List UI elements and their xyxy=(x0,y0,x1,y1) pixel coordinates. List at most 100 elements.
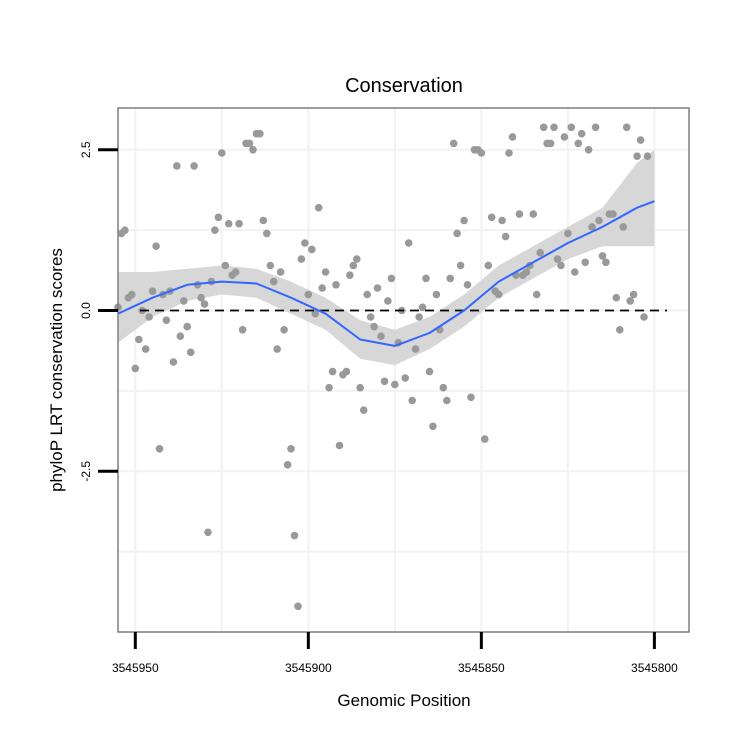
data-point xyxy=(304,290,313,299)
confidence-band xyxy=(118,149,655,366)
data-point xyxy=(626,297,634,305)
data-point xyxy=(550,123,558,132)
x-tick-label: 3545800 xyxy=(631,661,678,675)
data-point xyxy=(612,293,621,302)
data-point xyxy=(346,271,354,280)
data-point xyxy=(487,213,496,222)
data-point xyxy=(449,139,458,148)
data-point xyxy=(221,261,230,270)
data-point xyxy=(467,393,475,402)
data-point xyxy=(588,223,596,231)
data-point xyxy=(155,445,164,453)
data-point xyxy=(173,162,181,170)
data-point xyxy=(536,248,544,257)
data-point xyxy=(231,268,240,276)
data-point xyxy=(273,345,282,353)
data-point xyxy=(546,139,555,148)
data-point xyxy=(335,441,344,450)
data-point xyxy=(308,245,316,254)
data-point xyxy=(553,255,562,263)
data-point xyxy=(591,123,600,132)
data-point xyxy=(501,232,510,241)
data-point xyxy=(429,422,437,431)
data-point xyxy=(422,274,430,283)
y-axis-label: phyloP LRT conservation scores xyxy=(47,248,66,492)
data-point xyxy=(571,268,579,276)
data-point xyxy=(294,602,302,611)
data-point xyxy=(557,261,565,270)
data-point xyxy=(439,383,448,392)
data-point xyxy=(622,123,631,132)
data-point xyxy=(494,290,503,299)
data-point xyxy=(121,226,129,234)
data-point xyxy=(342,367,351,376)
data-point xyxy=(498,216,506,225)
data-point xyxy=(505,149,513,157)
data-point xyxy=(197,293,205,302)
data-point xyxy=(204,528,212,537)
data-point xyxy=(633,152,641,160)
data-point xyxy=(311,309,320,318)
data-point xyxy=(532,290,541,299)
data-point xyxy=(443,396,451,405)
data-point xyxy=(256,129,264,138)
data-point xyxy=(321,268,330,276)
x-axis-label: Genomic Position xyxy=(337,691,470,710)
data-point xyxy=(314,203,323,212)
data-point xyxy=(609,210,617,218)
data-point xyxy=(245,139,254,148)
data-point xyxy=(301,239,309,247)
data-point xyxy=(629,290,638,299)
smooth-line-layer xyxy=(117,200,667,347)
data-point xyxy=(363,290,372,299)
y-axis: 2.5 0.0 -2.5 xyxy=(79,141,118,482)
data-point xyxy=(411,345,420,353)
data-point xyxy=(162,316,171,325)
data-point xyxy=(616,326,624,334)
data-point xyxy=(539,123,548,132)
data-point xyxy=(176,332,185,341)
data-point xyxy=(259,216,268,225)
data-point xyxy=(404,239,413,247)
data-point xyxy=(567,123,576,132)
data-point xyxy=(373,284,382,292)
data-point xyxy=(190,162,198,170)
data-point xyxy=(186,348,195,357)
data-point xyxy=(370,322,378,331)
data-point xyxy=(200,300,209,308)
data-point xyxy=(384,297,392,305)
y-tick-label: 0.0 xyxy=(79,302,93,319)
data-point xyxy=(280,326,288,334)
data-point xyxy=(432,290,441,299)
data-point xyxy=(148,287,157,296)
data-point xyxy=(224,219,233,228)
data-point xyxy=(584,146,593,154)
data-point xyxy=(356,383,365,392)
data-point xyxy=(287,445,295,453)
data-point xyxy=(128,290,136,299)
data-point xyxy=(387,274,396,283)
data-point xyxy=(214,213,223,222)
plot-panel-border xyxy=(117,107,690,633)
data-point xyxy=(377,332,385,341)
data-point xyxy=(238,326,247,334)
data-point xyxy=(515,210,524,218)
smooth-fit-line xyxy=(117,200,655,347)
data-point xyxy=(349,261,358,270)
data-point xyxy=(235,219,243,228)
data-point xyxy=(643,152,652,160)
x-tick-label: 3545900 xyxy=(285,661,332,675)
data-point xyxy=(425,367,434,376)
data-point xyxy=(598,252,607,260)
data-point xyxy=(211,226,219,234)
data-point xyxy=(619,223,627,231)
chart-title: Conservation xyxy=(345,75,463,97)
data-point xyxy=(131,364,140,373)
data-point xyxy=(180,297,188,305)
data-point xyxy=(183,322,191,331)
y-tick-label: 2.5 xyxy=(79,141,93,158)
data-point xyxy=(145,313,153,321)
data-point xyxy=(560,133,569,141)
data-point xyxy=(353,255,361,263)
data-point xyxy=(522,268,531,276)
